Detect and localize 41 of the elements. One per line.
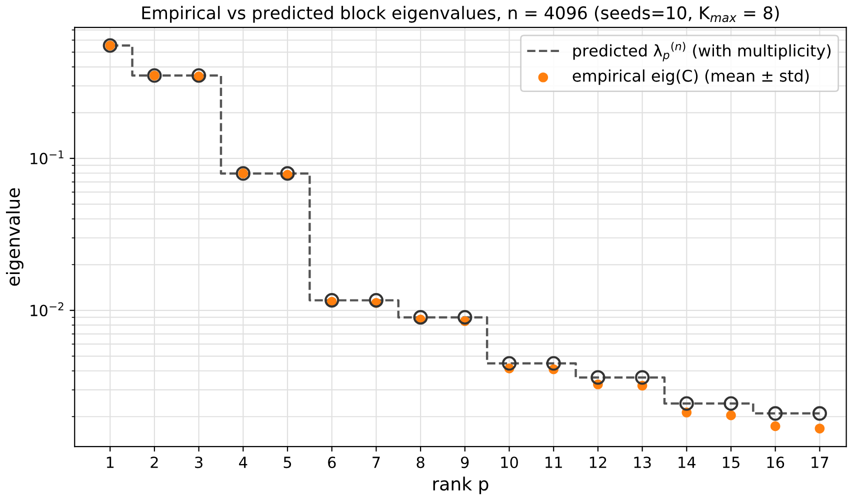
x-tick-label: 13: [634, 456, 651, 468]
point: [458, 310, 472, 325]
x-tick-label: 14: [678, 456, 696, 468]
x-axis-title: rank p: [433, 476, 488, 494]
x-tick-label: 11: [546, 456, 562, 468]
point: [679, 396, 694, 411]
point: [590, 370, 606, 385]
x-tick-label: 17: [812, 456, 828, 468]
x-tick-label: 4: [239, 456, 248, 468]
point: [635, 370, 650, 385]
point: [768, 406, 783, 421]
x-tick-label: 9: [461, 456, 469, 468]
x-tick-label: 2: [150, 456, 158, 468]
point: [770, 421, 780, 432]
legend-label: predicted λ$_{p}$$^{(n)}$ (with multiplicity): [573, 42, 831, 62]
x-tick-label: 7: [372, 456, 380, 468]
x-tick-label: 8: [416, 456, 424, 468]
x-tick-label: 3: [195, 456, 202, 468]
point: [280, 166, 295, 181]
point: [368, 293, 384, 308]
y-tick-label: 10$^{−2}$: [30, 302, 64, 316]
point: [724, 396, 738, 411]
point: [502, 356, 517, 371]
point: [546, 356, 561, 371]
chart-title: Empirical vs predicted block eigenvalues, n = 4096 (seeds=10, K$_{max}$ = 8): [142, 6, 779, 23]
x-tick-label: 15: [722, 456, 740, 468]
point: [814, 424, 825, 434]
point: [324, 293, 340, 308]
x-tick-label: 16: [767, 456, 784, 468]
x-tick-label: 12: [590, 456, 606, 468]
x-tick-label: 1: [106, 456, 114, 468]
y-tick-label: 10$^{−1}$: [30, 150, 64, 164]
legend-label: empirical eig(C) (mean ± std): [572, 69, 809, 85]
x-tick-label: 10: [501, 456, 518, 468]
point: [812, 406, 827, 421]
point: [413, 310, 428, 325]
y-axis-title: eigenvalue: [6, 188, 24, 286]
point: [192, 68, 206, 83]
x-tick-label: 5: [284, 456, 292, 468]
x-tick-label: 6: [328, 456, 336, 468]
point: [726, 410, 736, 420]
